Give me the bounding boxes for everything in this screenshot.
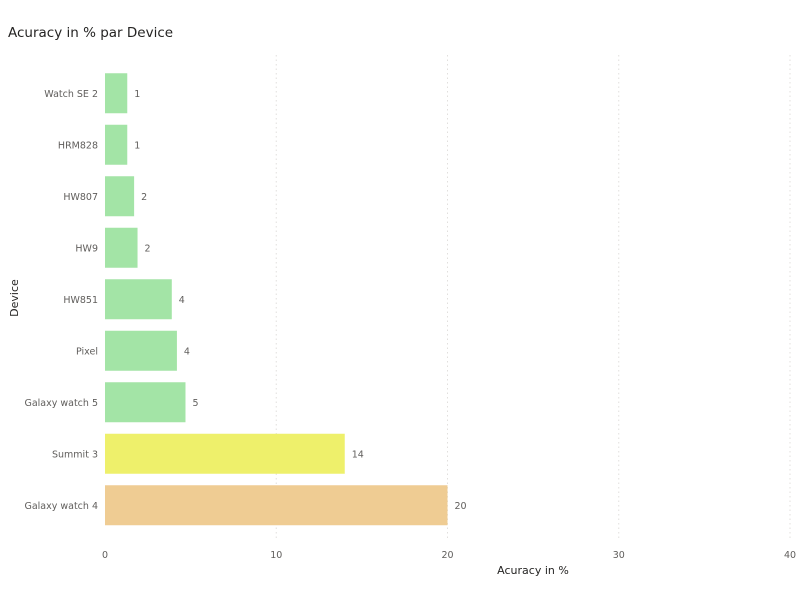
gridlines [275, 55, 791, 540]
category-label: Pixel [76, 346, 98, 357]
category-label: Galaxy watch 4 [24, 501, 98, 512]
bar[interactable] [105, 176, 135, 217]
bar[interactable] [105, 330, 177, 371]
category-label: HRM828 [58, 140, 98, 151]
bar[interactable] [105, 73, 128, 114]
x-tick-label: 10 [270, 550, 282, 561]
category-label: HW807 [63, 192, 98, 203]
x-tick-label: 40 [784, 550, 796, 561]
bars: Watch SE 2 1 HRM828 1 HW807 2 HW9 2 HW851 4 Pixel 4… [24, 73, 467, 526]
bar[interactable] [105, 279, 172, 320]
bar[interactable] [105, 382, 186, 423]
category-label: HW851 [63, 295, 98, 306]
category-label: HW9 [75, 243, 98, 254]
bar[interactable] [105, 433, 345, 474]
data-label: 2 [145, 243, 151, 254]
bar[interactable] [105, 227, 138, 268]
x-tick-label: 20 [441, 550, 453, 561]
data-label: 4 [184, 346, 190, 357]
y-axis-title: Device [8, 279, 21, 317]
x-tick-label: 30 [613, 550, 625, 561]
bar-group[interactable]: HW9 2 [75, 227, 151, 268]
data-label: 20 [455, 501, 467, 512]
chart-title: Acuracy in % par Device [8, 25, 174, 41]
bar-group[interactable]: HW807 2 [63, 176, 147, 217]
category-label: Galaxy watch 5 [24, 398, 98, 409]
bar-group[interactable]: HW851 4 [63, 279, 185, 320]
x-axis-ticks: 0 10 20 30 40 [102, 550, 796, 561]
bar-group[interactable]: HRM828 1 [58, 124, 140, 165]
data-label: 1 [134, 89, 140, 100]
bar[interactable] [105, 124, 128, 165]
data-label: 1 [134, 140, 140, 151]
x-tick-label: 0 [102, 550, 108, 561]
x-axis-title: Acuracy in % [497, 564, 569, 577]
bar-group[interactable]: Galaxy watch 5 5 [24, 382, 199, 423]
bar-group[interactable]: Summit 3 14 [52, 433, 364, 474]
data-label: 5 [192, 398, 198, 409]
category-label: Summit 3 [52, 449, 98, 460]
bar-group[interactable]: Pixel 4 [76, 330, 190, 371]
bar-group[interactable]: Watch SE 2 1 [44, 73, 140, 114]
data-label: 14 [352, 449, 364, 460]
bar-group[interactable]: Galaxy watch 4 20 [24, 485, 467, 526]
category-label: Watch SE 2 [44, 89, 98, 100]
data-label: 2 [141, 192, 147, 203]
bar[interactable] [105, 485, 448, 526]
data-label: 4 [179, 295, 185, 306]
